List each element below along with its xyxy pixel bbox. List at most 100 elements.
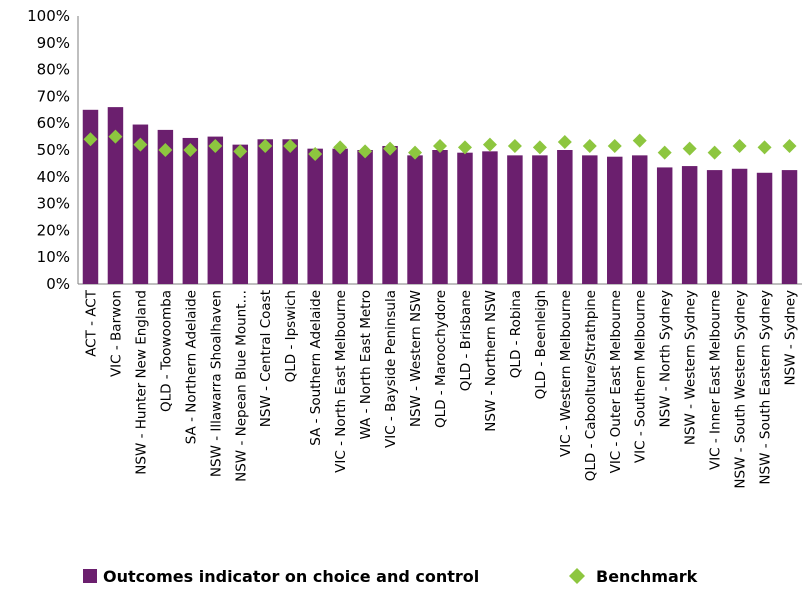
legend-label-benchmark: Benchmark	[596, 567, 698, 586]
x-category-label: QLD - Beenleigh	[533, 290, 549, 399]
bar	[107, 107, 124, 285]
legend-swatch-benchmark	[569, 568, 585, 584]
x-category-label: QLD - Ipswich	[283, 290, 299, 382]
x-category-label: QLD - Brisbane	[458, 290, 474, 391]
bar	[557, 150, 573, 284]
bar	[207, 136, 224, 284]
x-category-label: VIC - Southern Melbourne	[633, 290, 649, 463]
x-category-label: NSW - Western Sydney	[683, 290, 699, 445]
y-tick-label: 100%	[27, 7, 70, 25]
x-category-label: NSW - Northern NSW	[483, 290, 499, 432]
benchmark-marker	[757, 140, 772, 155]
x-category-label: NSW - Western NSW	[408, 290, 424, 427]
bar	[731, 168, 748, 284]
x-category-label: SA - Northern Adelaide	[183, 290, 199, 444]
x-category-label: NSW - Central Coast	[258, 290, 274, 427]
benchmark-marker	[433, 138, 447, 153]
bar	[82, 109, 99, 284]
benchmark-marker	[782, 138, 797, 153]
benchmark-marker	[557, 134, 572, 149]
bar	[482, 151, 498, 284]
x-category-label: VIC - Western Melbourne	[558, 290, 574, 457]
x-category-label: VIC - Inner East Melbourne	[708, 290, 724, 470]
y-tick-label: 80%	[37, 61, 70, 79]
bar	[706, 170, 723, 284]
benchmark-series	[83, 129, 797, 162]
x-category-label: QLD - Maroochydore	[433, 290, 449, 428]
benchmark-marker	[233, 144, 248, 159]
benchmark-marker	[183, 143, 198, 157]
bar	[582, 155, 598, 284]
bar	[132, 124, 149, 284]
benchmark-marker	[507, 138, 522, 153]
y-tick-label: 0%	[46, 275, 70, 293]
benchmark-marker	[308, 147, 323, 162]
benchmark-marker	[482, 137, 497, 152]
x-category-label: QLD - Caboolture/Strathpine	[583, 290, 599, 481]
bar	[282, 139, 298, 284]
x-category-label: VIC - Barwon	[108, 290, 124, 377]
bar	[781, 170, 798, 284]
benchmark-marker	[383, 141, 398, 156]
legend-swatch-outcomes	[83, 569, 97, 583]
x-category-label: NSW - Illawarra Shoalhaven	[208, 290, 224, 477]
bar	[232, 144, 249, 284]
bar	[532, 155, 548, 284]
bar	[332, 148, 348, 284]
bar	[457, 152, 473, 284]
benchmark-marker	[108, 129, 123, 144]
bar	[507, 155, 523, 284]
benchmark-marker	[632, 133, 647, 148]
bar	[382, 145, 398, 284]
y-axis-tick-labels: 0% 10% 20% 30% 40% 50% 60% 70% 80% 90% 100%	[27, 7, 70, 293]
bar	[681, 166, 698, 284]
bar	[756, 172, 773, 284]
benchmark-marker	[283, 138, 298, 153]
y-tick-label: 40%	[37, 168, 70, 186]
x-category-label: NSW - South Eastern Sydney	[758, 290, 774, 485]
benchmark-marker	[657, 145, 672, 160]
y-tick-label: 60%	[37, 114, 70, 132]
benchmark-marker	[83, 132, 98, 147]
x-category-label: NSW - Hunter New England	[133, 290, 149, 475]
y-tick-label: 90%	[37, 34, 70, 52]
x-category-label: VIC - Outer East Melbourne	[608, 290, 624, 473]
x-category-label: NSW - Nepean Blue Mount…	[233, 290, 249, 482]
bar	[607, 156, 623, 284]
bar	[357, 150, 373, 284]
benchmark-marker	[358, 144, 373, 159]
benchmark-marker	[582, 138, 597, 153]
bar	[182, 137, 199, 284]
x-category-label: QLD - Toowoomba	[158, 290, 174, 412]
x-category-label: QLD - Robina	[508, 290, 524, 378]
x-axis-category-labels: ACT - ACT VIC - Barwon NSW - Hunter New En…	[83, 289, 798, 488]
y-tick-label: 70%	[37, 87, 70, 105]
y-tick-label: 10%	[37, 248, 70, 266]
benchmark-marker	[408, 145, 423, 160]
x-category-label: NSW - North Sydney	[658, 290, 674, 428]
benchmark-marker	[457, 140, 472, 155]
x-category-label: NSW - South Western Sydney	[733, 290, 749, 489]
bar	[307, 148, 323, 284]
bar-series	[82, 107, 798, 285]
x-category-label: SA - Southern Adelaide	[308, 290, 324, 446]
benchmark-marker	[707, 145, 722, 160]
legend-label-outcomes: Outcomes indicator on choice and control	[103, 567, 479, 586]
benchmark-marker	[682, 141, 697, 156]
bar	[407, 155, 423, 284]
y-tick-label: 20%	[37, 221, 70, 239]
x-category-label: NSW - Sydney	[783, 290, 799, 385]
bar	[432, 150, 448, 284]
benchmark-marker	[607, 138, 622, 153]
benchmark-marker	[333, 140, 348, 155]
bar	[257, 139, 273, 284]
legend: Outcomes indicator on choice and control…	[83, 567, 698, 586]
bar	[631, 155, 648, 284]
y-tick-label: 30%	[37, 195, 70, 213]
benchmark-marker	[532, 140, 547, 155]
x-category-label: VIC - Bayside Peninsula	[383, 290, 399, 448]
benchmark-marker	[208, 138, 223, 153]
benchmark-marker	[258, 138, 273, 153]
x-category-label: VIC - North East Melbourne	[333, 290, 349, 473]
